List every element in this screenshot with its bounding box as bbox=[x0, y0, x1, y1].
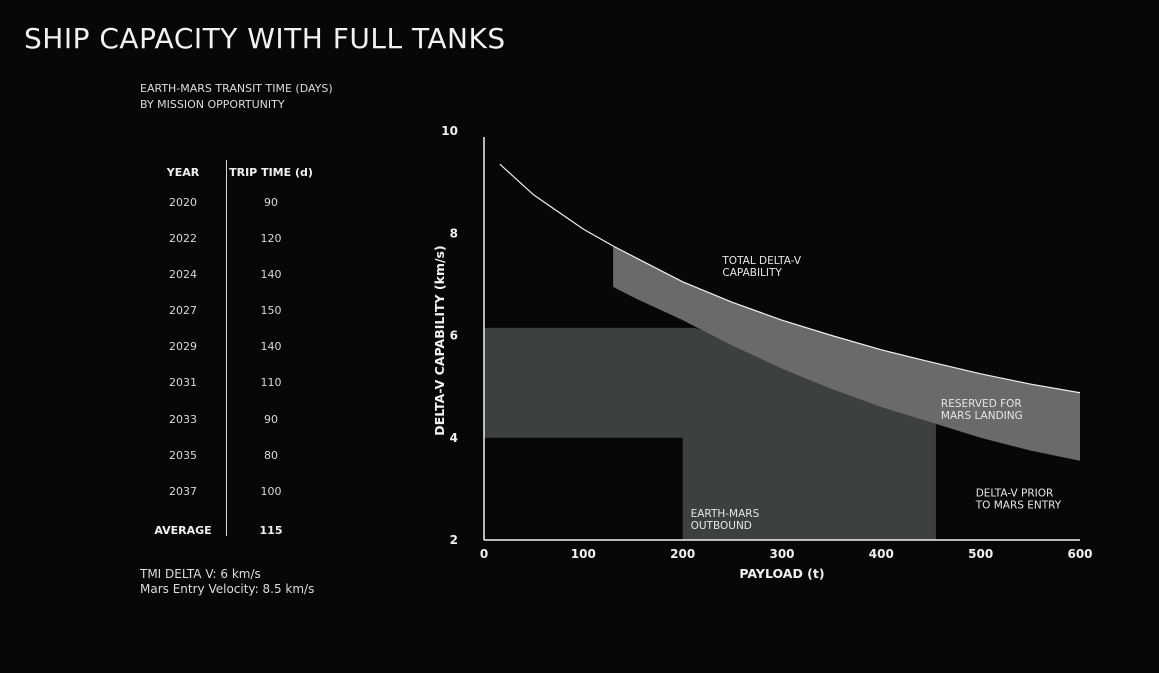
row-trip-time: 110 bbox=[260, 376, 282, 389]
row-year: 2033 bbox=[169, 413, 197, 426]
table-divider bbox=[226, 160, 227, 536]
y-tick-label: 8 bbox=[450, 226, 458, 240]
row-year: 2022 bbox=[169, 232, 197, 245]
y-tick-label: 10 bbox=[441, 124, 458, 138]
row-year: 2031 bbox=[169, 376, 197, 389]
y-tick-label: 2 bbox=[450, 533, 458, 547]
region-annotation: DELTA-V PRIOR TO MARS ENTRY bbox=[975, 488, 1062, 512]
row-trip-time: 140 bbox=[260, 340, 282, 353]
page-title: SHIP CAPACITY WITH FULL TANKS bbox=[24, 22, 506, 55]
row-year: 2035 bbox=[169, 449, 197, 462]
table-subtitle: EARTH-MARS TRANSIT TIME (DAYS) BY MISSIO… bbox=[140, 81, 333, 113]
average-value: 115 bbox=[259, 524, 283, 537]
total-delta-v-curve bbox=[499, 163, 1081, 394]
row-year: 2037 bbox=[169, 485, 197, 498]
row-trip-time: 140 bbox=[260, 268, 282, 281]
note-tmi-delta-v: TMI DELTA V: 6 km/s bbox=[140, 567, 261, 581]
row-year: 2024 bbox=[169, 268, 197, 281]
row-year: 2020 bbox=[169, 196, 197, 209]
x-tick-label: 200 bbox=[670, 547, 695, 561]
x-tick-label: 600 bbox=[1067, 547, 1092, 561]
y-tick-label: 6 bbox=[450, 329, 458, 343]
x-tick-label: 100 bbox=[571, 547, 596, 561]
y-tick-label: 4 bbox=[450, 431, 458, 445]
y-axis-title: DELTA-V CAPABILITY (km/s) bbox=[432, 245, 447, 435]
row-trip-time: 100 bbox=[260, 485, 282, 498]
x-tick-label: 400 bbox=[869, 547, 894, 561]
mars-landing-reserve-band bbox=[613, 246, 1080, 461]
subtitle-line: EARTH-MARS TRANSIT TIME (DAYS) bbox=[140, 82, 333, 95]
row-year: 2029 bbox=[169, 340, 197, 353]
x-axis-title: PAYLOAD (t) bbox=[739, 566, 824, 581]
x-tick-label: 500 bbox=[968, 547, 993, 561]
row-trip-time: 80 bbox=[264, 449, 278, 462]
row-trip-time: 150 bbox=[260, 304, 282, 317]
region-annotation: RESERVED FOR MARS LANDING bbox=[941, 398, 1023, 422]
subtitle-line: BY MISSION OPPORTUNITY bbox=[140, 98, 285, 111]
row-year: 2027 bbox=[169, 304, 197, 317]
x-tick-label: 300 bbox=[769, 547, 794, 561]
header-trip-time: TRIP TIME (d) bbox=[229, 166, 313, 179]
note-mars-entry-velocity: Mars Entry Velocity: 8.5 km/s bbox=[140, 582, 315, 596]
earth-mars-outbound-region bbox=[484, 327, 936, 540]
row-trip-time: 90 bbox=[264, 196, 278, 209]
header-year: YEAR bbox=[166, 166, 200, 179]
region-annotation: TOTAL DELTA-V CAPABILITY bbox=[721, 255, 801, 279]
region-annotation: EARTH-MARS OUTBOUND bbox=[691, 508, 760, 532]
transit-time-table: YEAR TRIP TIME (d) 2020 90 2022 120 2024… bbox=[140, 160, 330, 537]
row-trip-time: 120 bbox=[260, 232, 282, 245]
mission-notes: TMI DELTA V: 6 km/s Mars Entry Velocity:… bbox=[140, 567, 314, 597]
row-trip-time: 90 bbox=[264, 413, 278, 426]
x-tick-label: 0 bbox=[480, 547, 488, 561]
average-label: AVERAGE bbox=[154, 524, 212, 537]
